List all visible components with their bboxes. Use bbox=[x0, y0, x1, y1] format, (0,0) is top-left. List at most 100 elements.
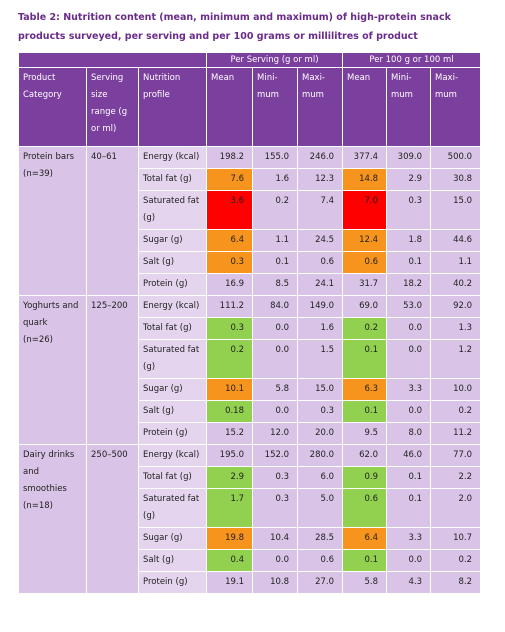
min-value: 152.0 bbox=[252, 444, 298, 467]
category-count: (n=39) bbox=[23, 169, 53, 179]
nutrient: Protein (g) bbox=[138, 422, 207, 445]
nutrient: Saturated fat (g) bbox=[138, 488, 207, 528]
min-value: 18.2 bbox=[386, 273, 432, 296]
column-header: Mean bbox=[342, 67, 388, 147]
min-value: 0.1 bbox=[386, 251, 432, 274]
data-row: Total fat (g) 0.3 0.0 1.6 0.2 0.0 1.3 bbox=[19, 317, 482, 340]
nutrient: Salt (g) bbox=[138, 400, 207, 423]
min-value: 10.8 bbox=[252, 571, 298, 594]
max-value: 500.0 bbox=[430, 146, 482, 169]
min-value: 0.1 bbox=[386, 466, 432, 489]
column-header-text: Nutrition profile bbox=[143, 73, 181, 100]
mean-value: 0.6 bbox=[342, 251, 388, 274]
max-value: 12.3 bbox=[296, 168, 344, 191]
mean-value: 0.4 bbox=[206, 549, 253, 572]
min-value: 3.3 bbox=[386, 527, 432, 550]
category-name: Protein bars bbox=[23, 152, 75, 162]
min-value: 46.0 bbox=[386, 444, 432, 467]
min-value: 0.1 bbox=[386, 488, 432, 528]
header-row: Product Category Serving size range (g or… bbox=[18, 67, 482, 147]
max-value: 15.0 bbox=[430, 190, 482, 230]
serving-range: 250–500 bbox=[86, 444, 139, 594]
mean-value: 7.0 bbox=[342, 190, 388, 230]
mean-value: 2.9 bbox=[206, 466, 253, 489]
group-header: Per Serving (g or ml) bbox=[205, 52, 344, 68]
mean-value: 198.2 bbox=[206, 146, 253, 169]
category-count: (n=18) bbox=[23, 501, 53, 511]
max-value: 1.6 bbox=[296, 317, 344, 340]
min-value: 0.0 bbox=[386, 339, 432, 379]
max-value: 10.7 bbox=[430, 527, 482, 550]
mean-value: 0.3 bbox=[206, 317, 253, 340]
category-cell: Protein bars (n=39) bbox=[18, 146, 87, 296]
category-cell: Yoghurts and quark (n=26) bbox=[18, 295, 87, 445]
max-value: 1.1 bbox=[430, 251, 482, 274]
min-value: 155.0 bbox=[252, 146, 298, 169]
column-header-text: Mini-mum bbox=[391, 73, 413, 100]
column-header: Mini-mum bbox=[386, 67, 432, 147]
min-value: 3.3 bbox=[386, 378, 432, 401]
max-value: 44.6 bbox=[430, 229, 482, 252]
min-value: 0.0 bbox=[252, 339, 298, 379]
min-value: 1.1 bbox=[252, 229, 298, 252]
mean-value: 10.1 bbox=[206, 378, 253, 401]
nutrient: Protein (g) bbox=[138, 571, 207, 594]
max-value: 1.2 bbox=[430, 339, 482, 379]
min-value: 0.1 bbox=[252, 251, 298, 274]
mean-value: 19.8 bbox=[206, 527, 253, 550]
max-value: 30.8 bbox=[430, 168, 482, 191]
min-value: 0.0 bbox=[386, 400, 432, 423]
min-value: 0.3 bbox=[252, 466, 298, 489]
column-header: Mini-mum bbox=[252, 67, 298, 147]
nutrient: Saturated fat (g) bbox=[138, 190, 207, 230]
min-value: 10.4 bbox=[252, 527, 298, 550]
max-value: 0.2 bbox=[430, 549, 482, 572]
mean-value: 0.1 bbox=[342, 400, 388, 423]
column-header-text: Serving size range (g or ml) bbox=[91, 73, 128, 134]
max-value: 2.2 bbox=[430, 466, 482, 489]
data-row: Saturated fat (g) 1.7 0.3 5.0 0.6 0.1 2.0 bbox=[19, 488, 482, 528]
column-header: Mean bbox=[206, 67, 253, 147]
mean-value: 5.8 bbox=[342, 571, 388, 594]
max-value: 1.3 bbox=[430, 317, 482, 340]
min-value: 8.5 bbox=[252, 273, 298, 296]
mean-value: 0.1 bbox=[342, 339, 388, 379]
nutrition-table: Per Serving (g or ml) Per 100 g or 100 ml… bbox=[18, 52, 482, 594]
data-row: Protein (g) 19.1 10.8 27.0 5.8 4.3 8.2 bbox=[19, 571, 482, 594]
mean-value: 3.6 bbox=[206, 190, 253, 230]
max-value: 0.3 bbox=[296, 400, 344, 423]
serving-range: 125–200 bbox=[86, 295, 139, 445]
category-count: (n=26) bbox=[23, 335, 53, 345]
nutrient: Protein (g) bbox=[138, 273, 207, 296]
min-value: 0.3 bbox=[386, 190, 432, 230]
category-cell: Dairy drinks and smoothies (n=18) bbox=[18, 444, 87, 594]
mean-value: 15.2 bbox=[206, 422, 253, 445]
nutrient: Sugar (g) bbox=[138, 378, 207, 401]
max-value: 0.6 bbox=[296, 549, 344, 572]
header-row: Per Serving (g or ml) Per 100 g or 100 ml bbox=[18, 52, 482, 68]
min-value: 0.0 bbox=[252, 400, 298, 423]
max-value: 5.0 bbox=[296, 488, 344, 528]
min-value: 4.3 bbox=[386, 571, 432, 594]
category-name: Yoghurts and quark bbox=[23, 301, 79, 328]
data-row: Yoghurts and quark (n=26) 125–200 Energy (k… bbox=[18, 295, 482, 445]
max-value: 8.2 bbox=[430, 571, 482, 594]
nutrient: Energy (kcal) bbox=[138, 146, 207, 169]
data-row: Salt (g) 0.3 0.1 0.6 0.6 0.1 1.1 bbox=[19, 251, 482, 274]
mean-value: 0.9 bbox=[342, 466, 388, 489]
nutrient: Salt (g) bbox=[138, 251, 207, 274]
data-row: Total fat (g) 2.9 0.3 6.0 0.9 0.1 2.2 bbox=[19, 466, 482, 489]
min-value: 309.0 bbox=[386, 146, 432, 169]
min-value: 0.3 bbox=[252, 488, 298, 528]
min-value: 1.8 bbox=[386, 229, 432, 252]
nutrient: Energy (kcal) bbox=[138, 295, 207, 318]
mean-value: 12.4 bbox=[342, 229, 388, 252]
max-value: 28.5 bbox=[296, 527, 344, 550]
mean-value: 1.7 bbox=[206, 488, 253, 528]
data-row: Saturated fat (g) 0.2 0.0 1.5 0.1 0.0 1.2 bbox=[19, 339, 482, 379]
category-name: Dairy drinks and smoothies bbox=[23, 450, 75, 494]
column-header-text: Mini-mum bbox=[257, 73, 279, 100]
data-row: Salt (g) 0.4 0.0 0.6 0.1 0.0 0.2 bbox=[19, 549, 482, 572]
mean-value: 69.0 bbox=[342, 295, 388, 318]
max-value: 15.0 bbox=[296, 378, 344, 401]
